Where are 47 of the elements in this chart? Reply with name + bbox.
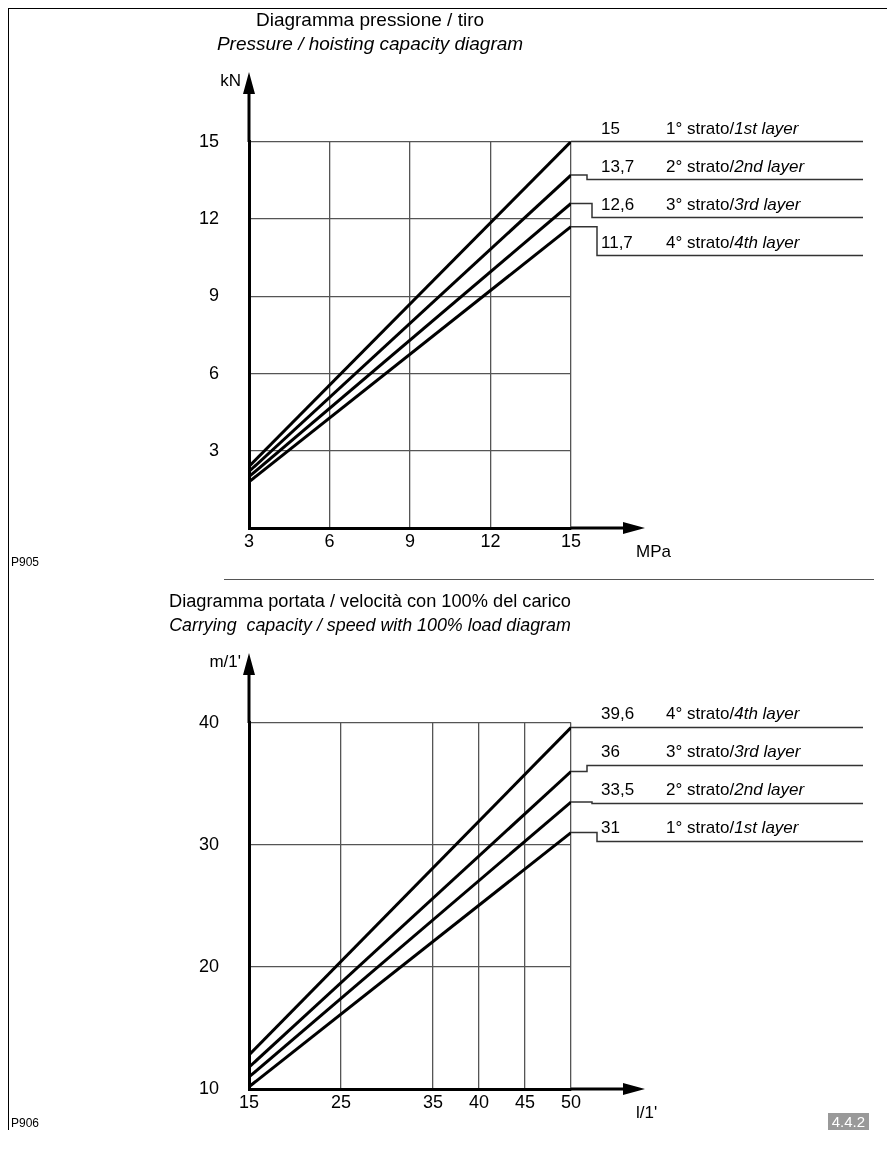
x-tick-label: 45 bbox=[514, 1091, 536, 1112]
data-label: 33,5 bbox=[601, 780, 635, 800]
chart-title: Diagramma pressione / tiro bbox=[255, 8, 485, 30]
x-tick-label: 25 bbox=[331, 1091, 352, 1112]
x-tick-label: 15 bbox=[239, 1091, 260, 1112]
x-tick-label: 12 bbox=[480, 530, 501, 551]
y-tick-label: 15 bbox=[198, 130, 220, 151]
x-tick-label: 15 bbox=[560, 530, 582, 551]
x-axis-title: MPa bbox=[636, 541, 672, 561]
text: 4° strato/4th layer bbox=[666, 704, 801, 724]
y-tick-label: 10 bbox=[198, 1078, 220, 1099]
data-label: 15 bbox=[601, 118, 620, 138]
text: 3° strato/3rd layer bbox=[666, 742, 802, 762]
data-label: 31 bbox=[601, 818, 620, 838]
y-axis-title: kN bbox=[220, 71, 242, 91]
x-tick-label: 35 bbox=[422, 1091, 444, 1112]
x-tick-label: 9 bbox=[405, 530, 416, 551]
y-tick-label: 9 bbox=[209, 285, 220, 306]
text: P906 bbox=[11, 1116, 40, 1130]
text: 2° strato/2nd layer bbox=[666, 780, 806, 800]
x-axis-title: l/1' bbox=[636, 1102, 658, 1122]
text: 1° strato/1st layer bbox=[666, 818, 800, 838]
y-axis-title: m/1' bbox=[209, 652, 242, 672]
chart-subtitle: Pressure / hoisting capacity diagram bbox=[216, 33, 524, 55]
text: 3° strato/3rd layer bbox=[666, 194, 802, 214]
x-tick-label: 40 bbox=[468, 1091, 490, 1112]
y-tick-label: 6 bbox=[209, 362, 220, 383]
x-tick-label: 3 bbox=[244, 530, 255, 551]
data-label: 11,7 bbox=[601, 232, 633, 252]
chart-title: Diagramma portata / velocità con 100% del carico bbox=[169, 589, 571, 611]
chart-subtitle: Carrying capacity / speed with 100% load diagram bbox=[169, 613, 571, 636]
y-tick-label: 3 bbox=[209, 439, 220, 460]
y-tick-label: 20 bbox=[198, 955, 220, 976]
y-tick-label: 30 bbox=[198, 833, 220, 854]
x-tick-label: 6 bbox=[324, 530, 335, 551]
data-label: 36 bbox=[601, 742, 620, 762]
data-label: 39,6 bbox=[601, 704, 635, 724]
y-tick-label: 40 bbox=[198, 711, 220, 732]
y-tick-label: 12 bbox=[198, 207, 220, 228]
text: 1° strato/1st layer bbox=[666, 118, 800, 138]
text: P905 bbox=[11, 555, 40, 569]
data-label: 13,7 bbox=[601, 156, 635, 176]
text: 4.4.2 bbox=[827, 1113, 869, 1130]
text: 2° strato/2nd layer bbox=[666, 156, 806, 176]
data-label: 12,6 bbox=[601, 194, 635, 214]
text: 4° strato/4th layer bbox=[666, 232, 801, 252]
x-tick-label: 50 bbox=[560, 1091, 582, 1112]
